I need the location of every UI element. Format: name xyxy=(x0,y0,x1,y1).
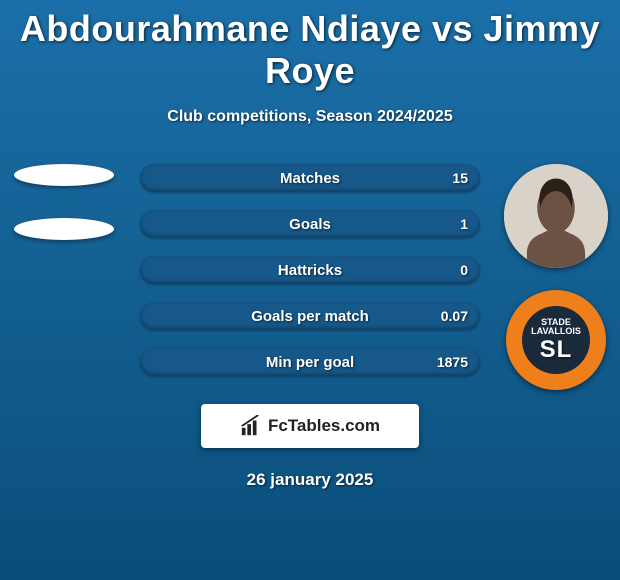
badge-big-text: SL xyxy=(540,337,573,362)
source-logo-text: FcTables.com xyxy=(268,416,380,436)
source-logo-box: FcTables.com xyxy=(201,404,419,448)
snapshot-date: 26 january 2025 xyxy=(247,470,374,490)
stat-label: Hattricks xyxy=(278,262,342,279)
stat-bar: Goals per match 0.07 xyxy=(140,302,480,330)
stat-label: Goals xyxy=(289,216,331,233)
right-player-avatar xyxy=(504,164,608,268)
stat-bar: Goals 1 xyxy=(140,210,480,238)
stat-value-right: 1875 xyxy=(437,348,468,376)
right-player-column: STADE LAVALLOIS SL xyxy=(496,164,616,390)
left-player-avatar-placeholder xyxy=(14,164,114,186)
stat-bars: Matches 15 Goals 1 Hattricks 0 Goals per match… xyxy=(140,164,480,376)
stat-bar: Matches 15 xyxy=(140,164,480,192)
stat-label: Min per goal xyxy=(266,354,354,371)
stat-value-right: 1 xyxy=(460,210,468,238)
middle-region: Matches 15 Goals 1 Hattricks 0 Goals per match… xyxy=(0,164,620,376)
stat-value-right: 15 xyxy=(452,164,468,192)
stat-value-right: 0.07 xyxy=(441,302,468,330)
right-player-club-badge: STADE LAVALLOIS SL xyxy=(506,290,606,390)
stat-value-right: 0 xyxy=(460,256,468,284)
page-subtitle: Club competitions, Season 2024/2025 xyxy=(167,108,452,126)
stat-bar: Hattricks 0 xyxy=(140,256,480,284)
comparison-card: Abdourahmane Ndiaye vs Jimmy Roye Club c… xyxy=(0,0,620,580)
avatar-silhouette-icon xyxy=(504,164,608,268)
stat-label: Goals per match xyxy=(251,308,369,325)
bar-chart-icon xyxy=(240,415,262,437)
stat-label: Matches xyxy=(280,170,340,187)
stat-bar: Min per goal 1875 xyxy=(140,348,480,376)
left-player-column xyxy=(4,164,124,240)
club-badge-inner: STADE LAVALLOIS SL xyxy=(522,306,590,374)
page-title: Abdourahmane Ndiaye vs Jimmy Roye xyxy=(0,8,620,92)
left-player-club-placeholder xyxy=(14,218,114,240)
